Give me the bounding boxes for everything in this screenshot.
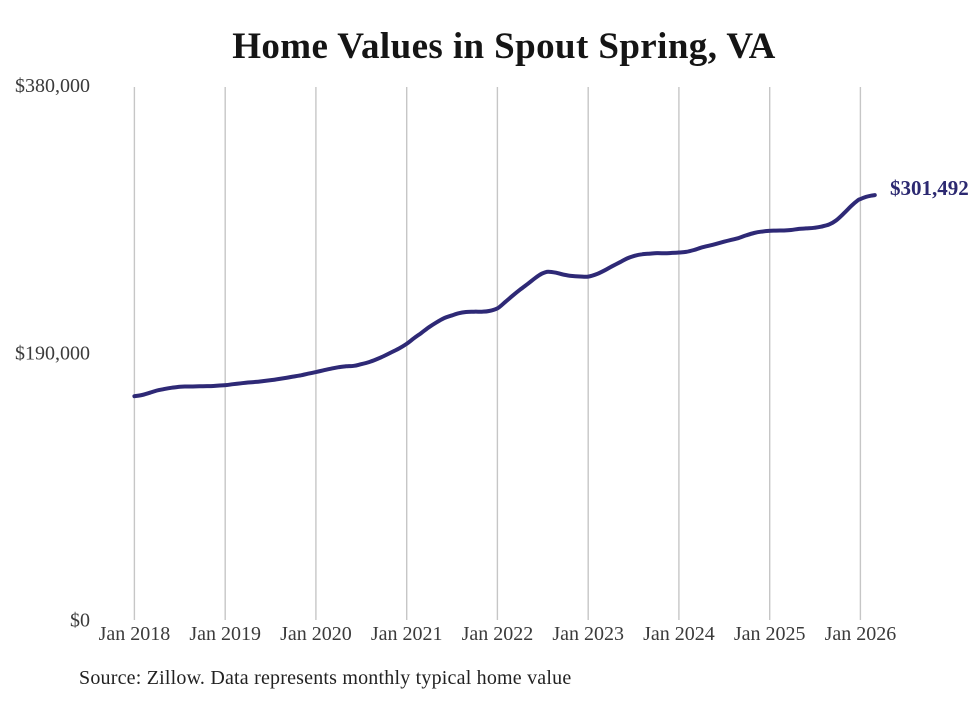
svg-text:Jan 2019: Jan 2019 — [189, 623, 261, 645]
svg-text:Jan 2025: Jan 2025 — [734, 623, 806, 645]
svg-text:$301,492: $301,492 — [890, 176, 969, 200]
svg-text:Jan 2018: Jan 2018 — [99, 623, 171, 645]
svg-text:Home Values in Spout Spring, V: Home Values in Spout Spring, VA — [232, 26, 776, 67]
svg-text:$0: $0 — [70, 610, 90, 632]
svg-text:$190,000: $190,000 — [15, 343, 90, 365]
svg-text:Jan 2026: Jan 2026 — [825, 623, 897, 645]
svg-text:Jan 2024: Jan 2024 — [643, 623, 715, 645]
svg-text:Jan 2021: Jan 2021 — [371, 623, 443, 645]
svg-text:Jan 2020: Jan 2020 — [280, 623, 352, 645]
svg-text:$380,000: $380,000 — [15, 75, 90, 97]
svg-text:Jan 2023: Jan 2023 — [552, 623, 624, 645]
svg-text:Jan 2022: Jan 2022 — [462, 623, 534, 645]
svg-text:Source: Zillow. Data represent: Source: Zillow. Data represents monthly … — [79, 667, 571, 689]
